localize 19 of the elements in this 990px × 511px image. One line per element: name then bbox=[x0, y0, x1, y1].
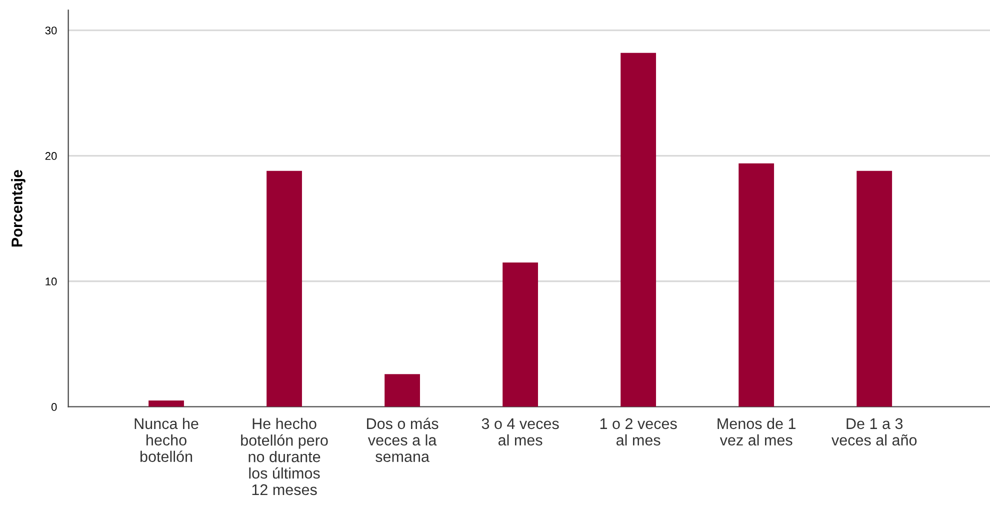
y-tick-label: 10 bbox=[46, 278, 57, 286]
bar bbox=[148, 400, 184, 407]
x-tick-label: 3 o 4 veces al mes bbox=[482, 418, 559, 446]
x-tick-label: He hecho botellón pero no durante los últimos 12 meses bbox=[241, 418, 328, 496]
x-tick-label: Nunca he hecho botellón bbox=[134, 418, 198, 462]
x-tick-label: Dos o más veces a la semana bbox=[367, 418, 438, 462]
x-tick-label: 1 o 2 veces al mes bbox=[600, 418, 677, 446]
bar bbox=[738, 163, 774, 407]
y-tick-label: 30 bbox=[45, 26, 57, 34]
bar bbox=[856, 170, 892, 407]
bar bbox=[384, 374, 420, 407]
y-tick-label: 0 bbox=[51, 403, 57, 411]
bar bbox=[502, 262, 538, 407]
bar bbox=[266, 170, 302, 407]
x-tick-label: Menos de 1 vez al mes bbox=[718, 418, 796, 446]
x-tick-label: De 1 a 3 veces al año bbox=[832, 418, 917, 446]
y-tick-label: 20 bbox=[45, 152, 57, 160]
y-axis-title: Porcentaje bbox=[11, 170, 26, 247]
bar bbox=[620, 52, 656, 407]
